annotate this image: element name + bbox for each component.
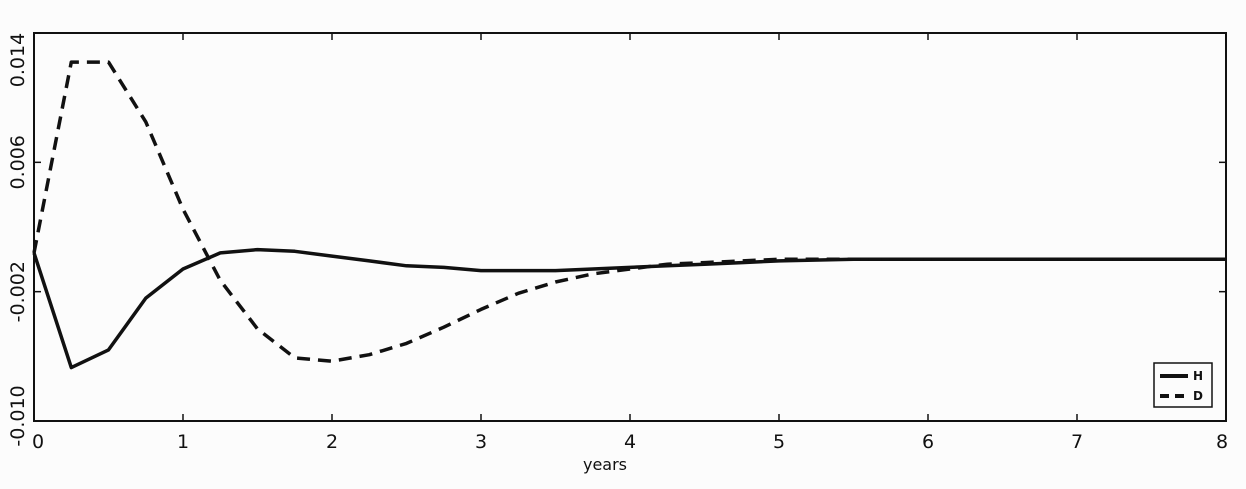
plot-frame — [33, 32, 1227, 422]
x-tick-label-zero: 0 — [32, 431, 44, 453]
series-line-h — [32, 247, 1226, 370]
x-tick-label: 2 — [326, 431, 338, 453]
series-layer — [32, 60, 1226, 370]
series-line-d — [32, 60, 1226, 363]
legend-label-h: H — [1193, 369, 1203, 383]
x-tick-label: 8 — [1216, 431, 1228, 453]
y-tick-label: -0.002 — [7, 261, 29, 322]
legend-label-d: D — [1193, 389, 1203, 403]
x-tick-label: 6 — [922, 431, 934, 453]
x-axis: 1 2 3 4 5 6 7 8 0 — [32, 33, 1228, 453]
x-tick-label: 4 — [624, 431, 636, 453]
y-axis: -0.010 -0.002 0.006 0.014 — [7, 32, 1226, 447]
x-axis-title: years — [583, 455, 627, 474]
x-tick-label: 5 — [773, 431, 785, 453]
y-tick-label: 0.006 — [7, 135, 29, 189]
y-tick-label: 0.014 — [7, 33, 29, 87]
legend: H D — [1153, 362, 1213, 408]
x-tick-label: 3 — [475, 431, 487, 453]
y-tick-label: -0.010 — [7, 385, 29, 446]
x-tick-label: 1 — [177, 431, 189, 453]
legend-box — [1153, 362, 1213, 408]
x-tick-label: 7 — [1071, 431, 1083, 453]
